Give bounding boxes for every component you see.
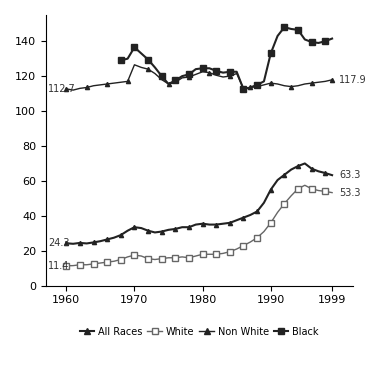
Text: 63.3: 63.3 xyxy=(339,170,360,180)
Text: 112.7: 112.7 xyxy=(48,84,76,94)
Text: 11.4: 11.4 xyxy=(48,261,69,271)
Text: 24.3: 24.3 xyxy=(48,238,70,248)
Text: 53.3: 53.3 xyxy=(339,188,360,197)
Text: 117.9: 117.9 xyxy=(339,75,366,85)
Legend: All Races, White, Non White, Black: All Races, White, Non White, Black xyxy=(76,323,322,340)
